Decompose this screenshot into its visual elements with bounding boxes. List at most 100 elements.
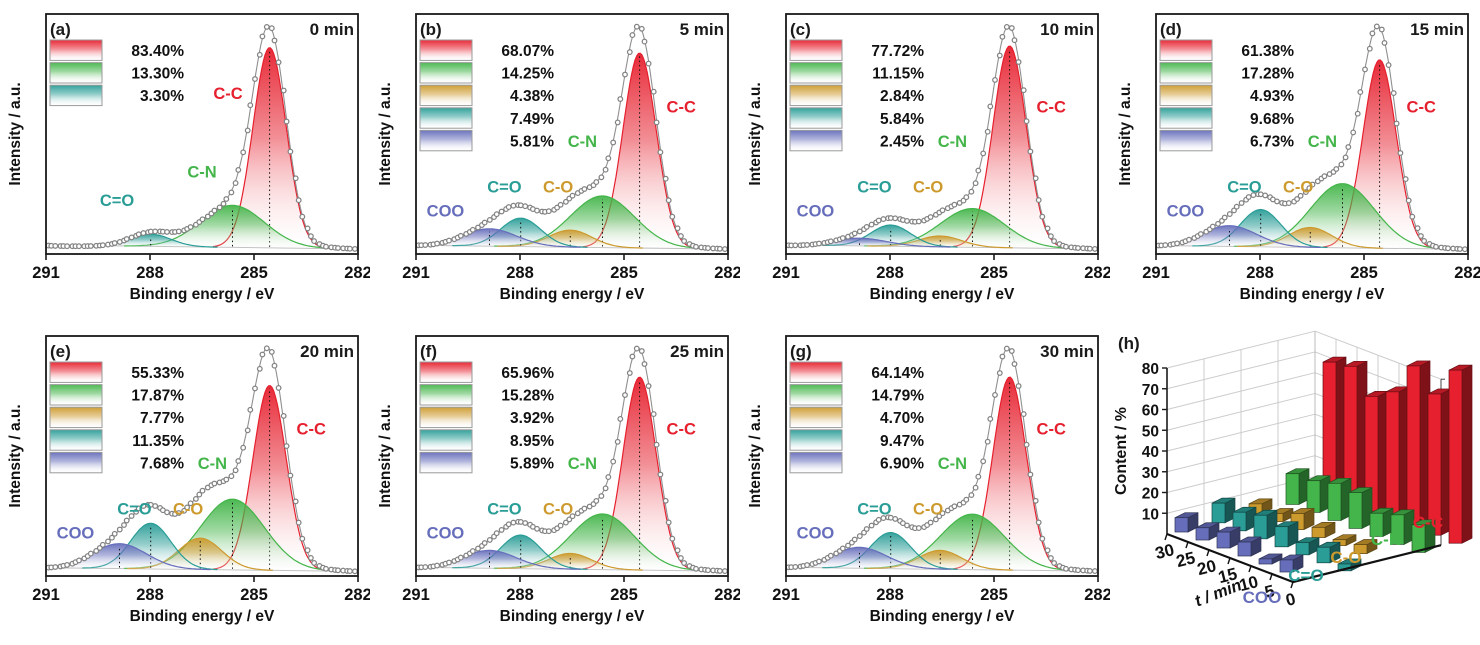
y-axis-title: Intensity / a.u. — [377, 404, 394, 507]
data-point-circle — [304, 547, 311, 554]
legend-percent-label: 7.49% — [510, 111, 554, 128]
panel-letter: (a) — [50, 20, 71, 39]
bar-coo-t10 — [1258, 553, 1283, 565]
data-point-circle — [152, 503, 159, 509]
data-point-circle — [705, 245, 711, 252]
legend-percent-label: 4.38% — [510, 88, 554, 105]
data-point-circle — [1015, 383, 1022, 389]
y-axis-title: Intensity / a.u. — [747, 404, 764, 507]
data-point-circle — [123, 236, 130, 242]
data-point-circle — [534, 207, 540, 214]
data-point-circle — [614, 119, 621, 126]
y-tick-label: 50 — [1142, 423, 1159, 440]
x-tick-label: 291 — [1142, 264, 1170, 282]
data-point-circle — [140, 230, 147, 237]
series-label-co: C-O — [1330, 548, 1361, 567]
data-point-circle — [307, 233, 314, 240]
data-point-circle — [662, 175, 669, 182]
data-point-circle — [259, 33, 266, 40]
x-tick-label: 285 — [610, 586, 638, 604]
data-point-circle — [268, 25, 275, 32]
data-point-circle — [1091, 568, 1098, 575]
plot-frame — [785, 13, 1099, 255]
data-point-circle — [1402, 176, 1409, 183]
bar-cn-t15 — [1348, 486, 1373, 529]
data-point-circle — [650, 411, 657, 418]
data-point-circle — [1209, 223, 1216, 230]
spectrum-plot-e: 291 288 285 282 Binding energy / eV Intensity… — [7, 335, 370, 625]
data-point-circle — [111, 530, 118, 537]
data-point-circle — [665, 519, 672, 526]
legend-percent-label: 6.90% — [880, 455, 924, 472]
data-point-circle — [252, 76, 258, 82]
data-point-circle — [545, 208, 552, 215]
data-point-circle — [1405, 197, 1412, 204]
data-point-circle — [434, 562, 441, 569]
data-point-circle — [256, 51, 263, 58]
data-point-circle — [304, 225, 311, 232]
data-point-circle — [875, 217, 882, 224]
legend-swatch-coo — [419, 129, 473, 152]
data-point-circle — [581, 505, 588, 512]
time-tick — [1248, 565, 1252, 573]
legend-percent-label: 5.84% — [880, 111, 924, 128]
panel-d: (d) 15 min 291 288 285 282 Binding energy / … — [1110, 0, 1480, 322]
data-point-circle — [235, 166, 242, 173]
data-point-circle — [927, 214, 934, 220]
spectrum-plot-f: 291 288 285 282 Binding energy / eV Intensity… — [377, 335, 740, 625]
panel-g: (g) 30 min 291 288 285 282 Binding energy / … — [740, 322, 1110, 644]
data-point-circle — [216, 204, 223, 211]
data-point-circle — [199, 487, 206, 494]
data-point-circle — [1051, 560, 1058, 566]
data-point-circle — [657, 471, 664, 478]
data-point-circle — [593, 179, 600, 186]
data-point-circle — [1297, 192, 1304, 199]
data-point-circle — [275, 59, 282, 66]
data-point-circle — [681, 238, 688, 244]
data-point-circle — [939, 207, 946, 214]
legend-percent-label: 7.68% — [140, 455, 184, 472]
data-point-circle — [851, 230, 858, 237]
data-point-circle — [653, 441, 660, 448]
data-point-circle — [175, 510, 182, 516]
data-point-circle — [263, 23, 270, 30]
data-point-circle — [323, 243, 329, 250]
series-label-cc: C-C — [1413, 513, 1443, 532]
legend-swatch-coo — [49, 451, 103, 474]
legend-swatch-cn — [419, 62, 473, 84]
panel-letter: (d) — [1160, 20, 1182, 39]
data-point-circle — [228, 473, 235, 480]
panel-h: (h) 10 20 30 40 50 60 70 80 Content / % 30 25 20 15 1… — [1110, 322, 1480, 644]
data-point-circle — [1011, 37, 1018, 44]
legend-swatch-ceo — [789, 429, 843, 451]
data-point-circle — [522, 203, 529, 210]
data-point-circle — [863, 526, 870, 532]
x-tick-label: 291 — [402, 586, 430, 604]
data-point-circle — [422, 564, 429, 571]
data-point-circle — [1390, 90, 1397, 97]
data-point-circle — [111, 240, 118, 246]
data-point-circle — [693, 565, 699, 572]
component-fill-coo — [786, 547, 952, 570]
data-point-circle — [93, 547, 100, 554]
data-point-circle — [892, 515, 899, 522]
data-point-circle — [629, 32, 636, 39]
data-point-circle — [1338, 161, 1345, 168]
legend-swatch-coo — [789, 129, 843, 152]
legend-swatch-coo — [419, 451, 473, 474]
data-point-circle — [677, 555, 684, 562]
legend-percent-label: 64.14% — [871, 365, 924, 382]
species-axis-line — [1292, 544, 1442, 584]
panel-time-label: 20 min — [300, 342, 354, 361]
data-point-circle — [164, 228, 170, 235]
legend-percent-label: 13.30% — [131, 66, 184, 83]
data-point-circle — [975, 473, 982, 480]
species-annotation-cc: C-C — [213, 85, 242, 103]
data-point-circle — [1385, 62, 1392, 69]
x-tick-label: 285 — [980, 264, 1008, 282]
data-point-circle — [1215, 220, 1221, 227]
x-tick-label: 291 — [32, 264, 60, 282]
data-point-circle — [598, 493, 605, 499]
data-point-circle — [184, 504, 191, 511]
spectrum-plot-g: 291 288 285 282 Binding energy / eV Intensity… — [747, 335, 1110, 625]
